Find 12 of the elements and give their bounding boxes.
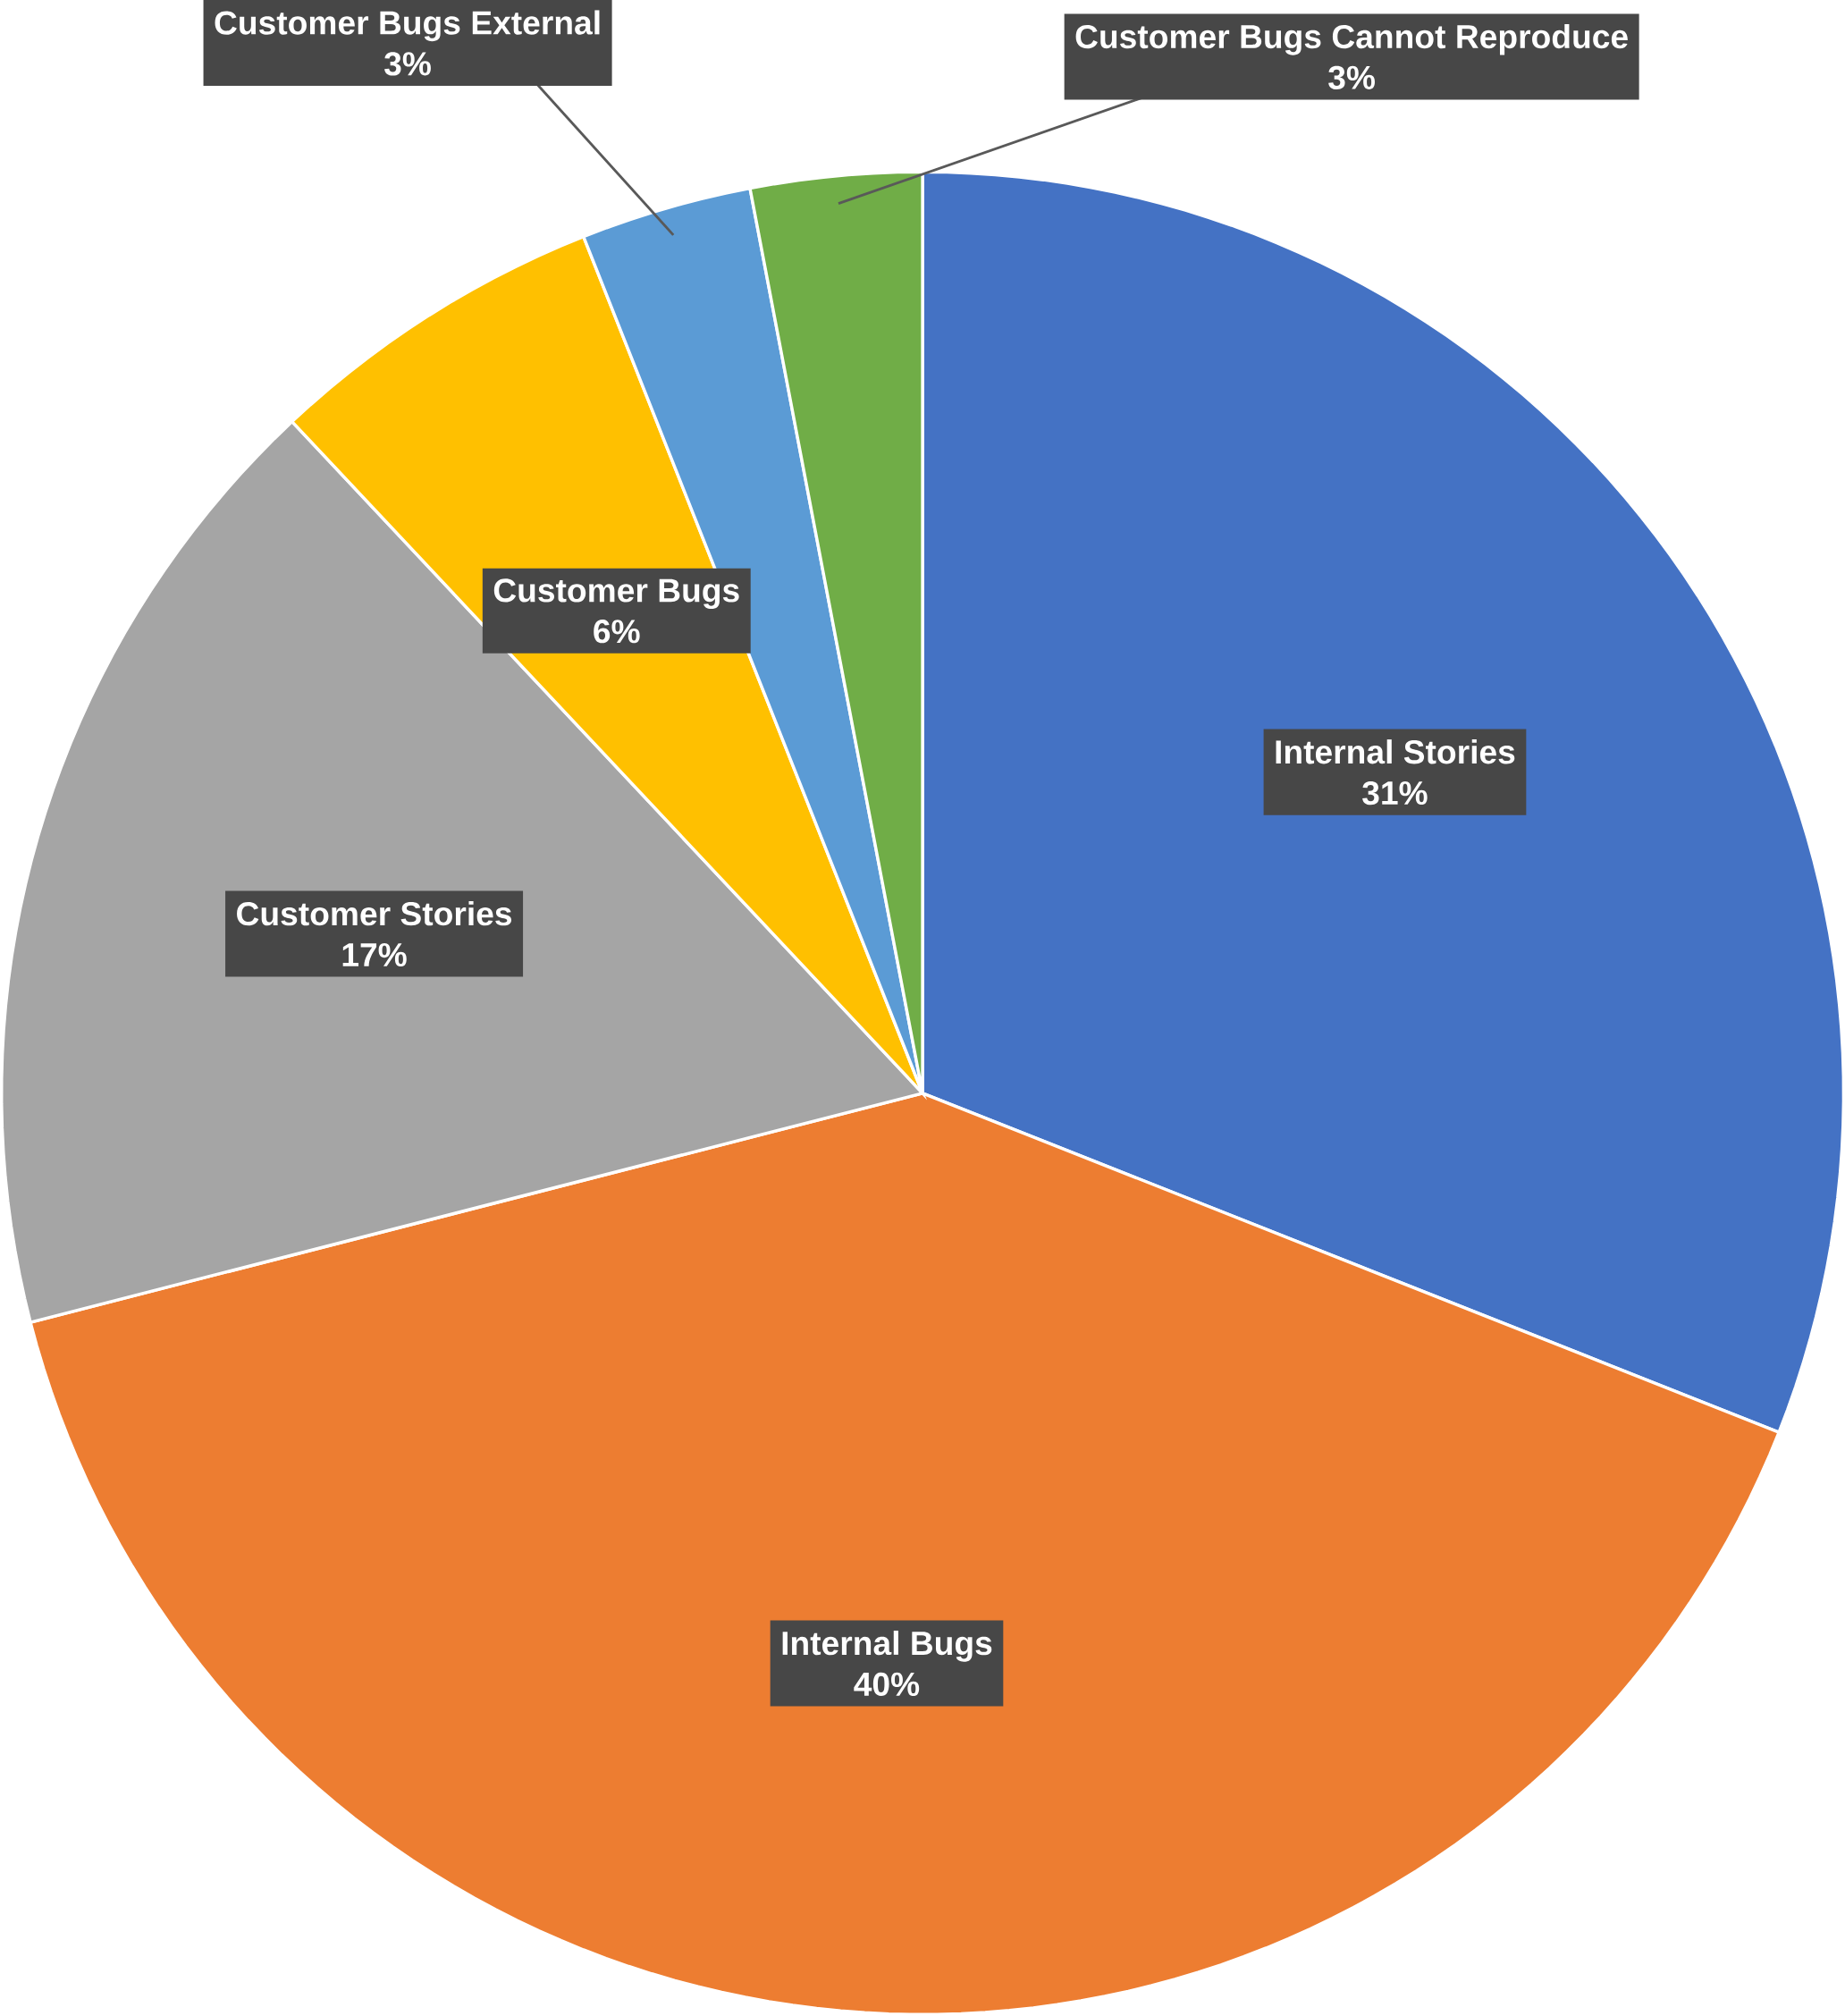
data-label: 31%: [1362, 780, 1428, 806]
slice-label: Customer Bugs External: [215, 10, 600, 42]
data-label: 17%: [342, 942, 407, 967]
data-label: 6%: [594, 620, 640, 644]
slice-label: Customer Stories: [237, 901, 511, 926]
slice-label: Internal Bugs: [782, 1630, 992, 1662]
slice-label: Customer Bugs Cannot Reproduce: [1075, 23, 1628, 55]
data-label: 40%: [854, 1672, 920, 1697]
data-label: 3%: [1328, 65, 1375, 90]
slice-label: Customer Bugs: [493, 578, 739, 610]
slice-label: Internal Stories: [1276, 739, 1515, 764]
data-label: 3%: [384, 52, 431, 76]
